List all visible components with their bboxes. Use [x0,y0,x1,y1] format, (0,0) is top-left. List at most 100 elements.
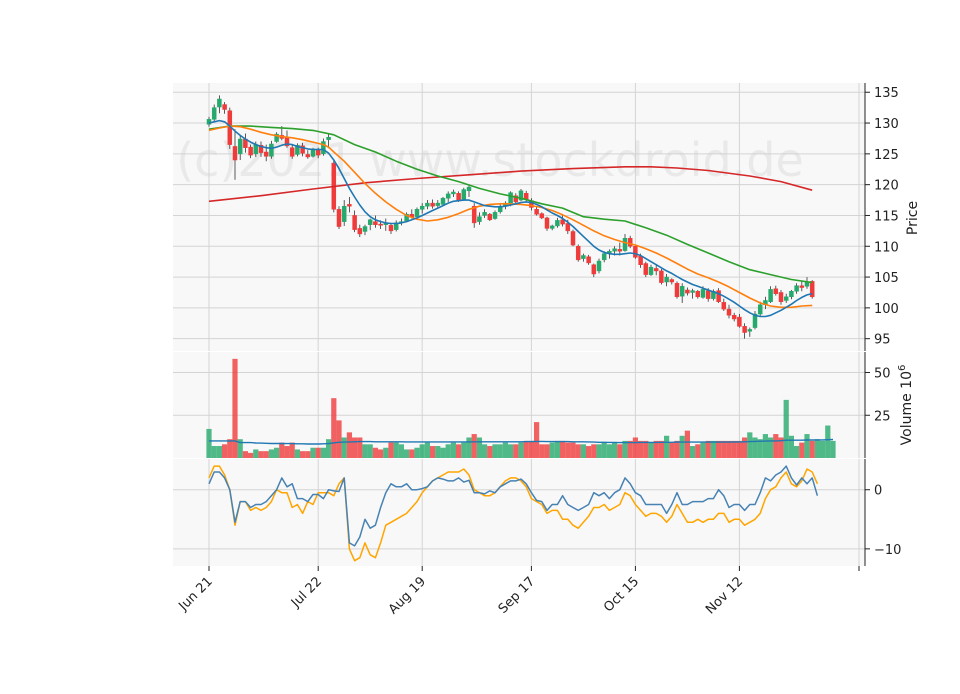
volume-bar [534,422,540,458]
candle-down [534,209,539,215]
volume-bar [726,440,732,458]
volume-bar [388,442,394,458]
candle-down [315,149,321,156]
candle-down [586,256,591,264]
volume-bar [518,442,524,458]
volume-bar [710,440,716,458]
volume-bar [762,434,768,458]
candle-down [627,238,633,247]
volume-bar [310,447,316,458]
volume-bar [627,440,633,458]
candle-down [336,209,342,227]
volume-bar [622,440,628,458]
volume-bar [549,442,555,458]
volume-bar [794,446,800,458]
volume-bar [357,437,363,458]
volume-bar [830,440,836,458]
candle-down [591,264,597,275]
candle-down [232,146,238,161]
volume-bar [528,440,534,458]
sma-slow-line [208,125,813,284]
candle-down [705,290,711,299]
candle-up [367,219,373,225]
candle-up [492,212,498,219]
candle-down [388,225,394,232]
volume-bar [440,447,446,458]
candle-down [544,217,550,229]
volume-bar [778,437,784,458]
candle-down [674,282,680,298]
volume-bar [752,437,758,458]
volume-bar [471,434,477,458]
volume-bar [450,442,456,458]
candle-down [258,144,264,153]
candle-down [778,292,784,302]
volume-bar [248,452,254,458]
volume-bar [601,442,607,458]
volume-bar [222,444,228,458]
volume-bar [560,440,566,458]
volume-bar [362,444,368,458]
candle-up [482,212,487,216]
candle-up [747,329,753,332]
volume-bar [705,440,711,458]
oscillator-panel-bg [173,459,865,566]
volume-bar [809,440,815,458]
volume-bar [768,437,774,458]
volume-bar [445,444,451,458]
volume-bar [638,440,644,458]
volume-bar [617,444,623,458]
volume-bar [591,444,597,458]
volume-bar [284,446,290,458]
candle-up [466,186,472,192]
volume-bar [684,430,690,458]
candle-up [414,209,420,217]
price-axis-tick-label: 105 [874,271,899,286]
volume-bar [679,435,685,458]
volume-bar [700,442,706,458]
candle-down [716,290,721,302]
candle-down [248,146,253,156]
volume-bar [461,442,467,458]
volume-bar [326,439,332,458]
price-axis-tick-label: 115 [874,209,899,224]
volume-bar [570,442,576,458]
candle-up [612,248,617,252]
candle-up [435,202,441,206]
volume-bar [757,439,763,458]
volume-bar [404,449,410,458]
candle-down [305,154,311,158]
candle-down [352,215,357,230]
price-axis-tick-label: 110 [874,240,899,255]
volume-bar [586,446,592,458]
volume-bar [263,451,269,458]
volume-bar [783,399,789,458]
price-axis-tick-label: 135 [874,86,899,101]
volume-bar [648,442,654,458]
candle-down [653,268,659,272]
candle-up [321,141,326,155]
volume-bar [508,444,514,458]
volume-bar [409,449,415,458]
volume-bar [664,435,670,458]
candle-down [638,255,643,265]
volume-bar [419,444,425,458]
oscillator-line-1 [208,465,819,547]
volume-bar [554,440,560,458]
candle-up [274,133,279,142]
sma-mid-line [208,125,813,309]
volume-bar [596,444,602,458]
volume-bar [523,440,529,458]
volume-bar [497,444,503,458]
candle-up [206,119,212,125]
candle-up [700,289,706,298]
volume-bar [279,442,285,458]
volume-bar [393,442,399,458]
candle-up [445,193,451,199]
candle-up [419,205,425,210]
volume-bar [814,439,820,458]
candle-down [222,104,227,110]
volume-axis-tick-label: 25 [874,409,891,424]
candle-down [617,249,623,252]
